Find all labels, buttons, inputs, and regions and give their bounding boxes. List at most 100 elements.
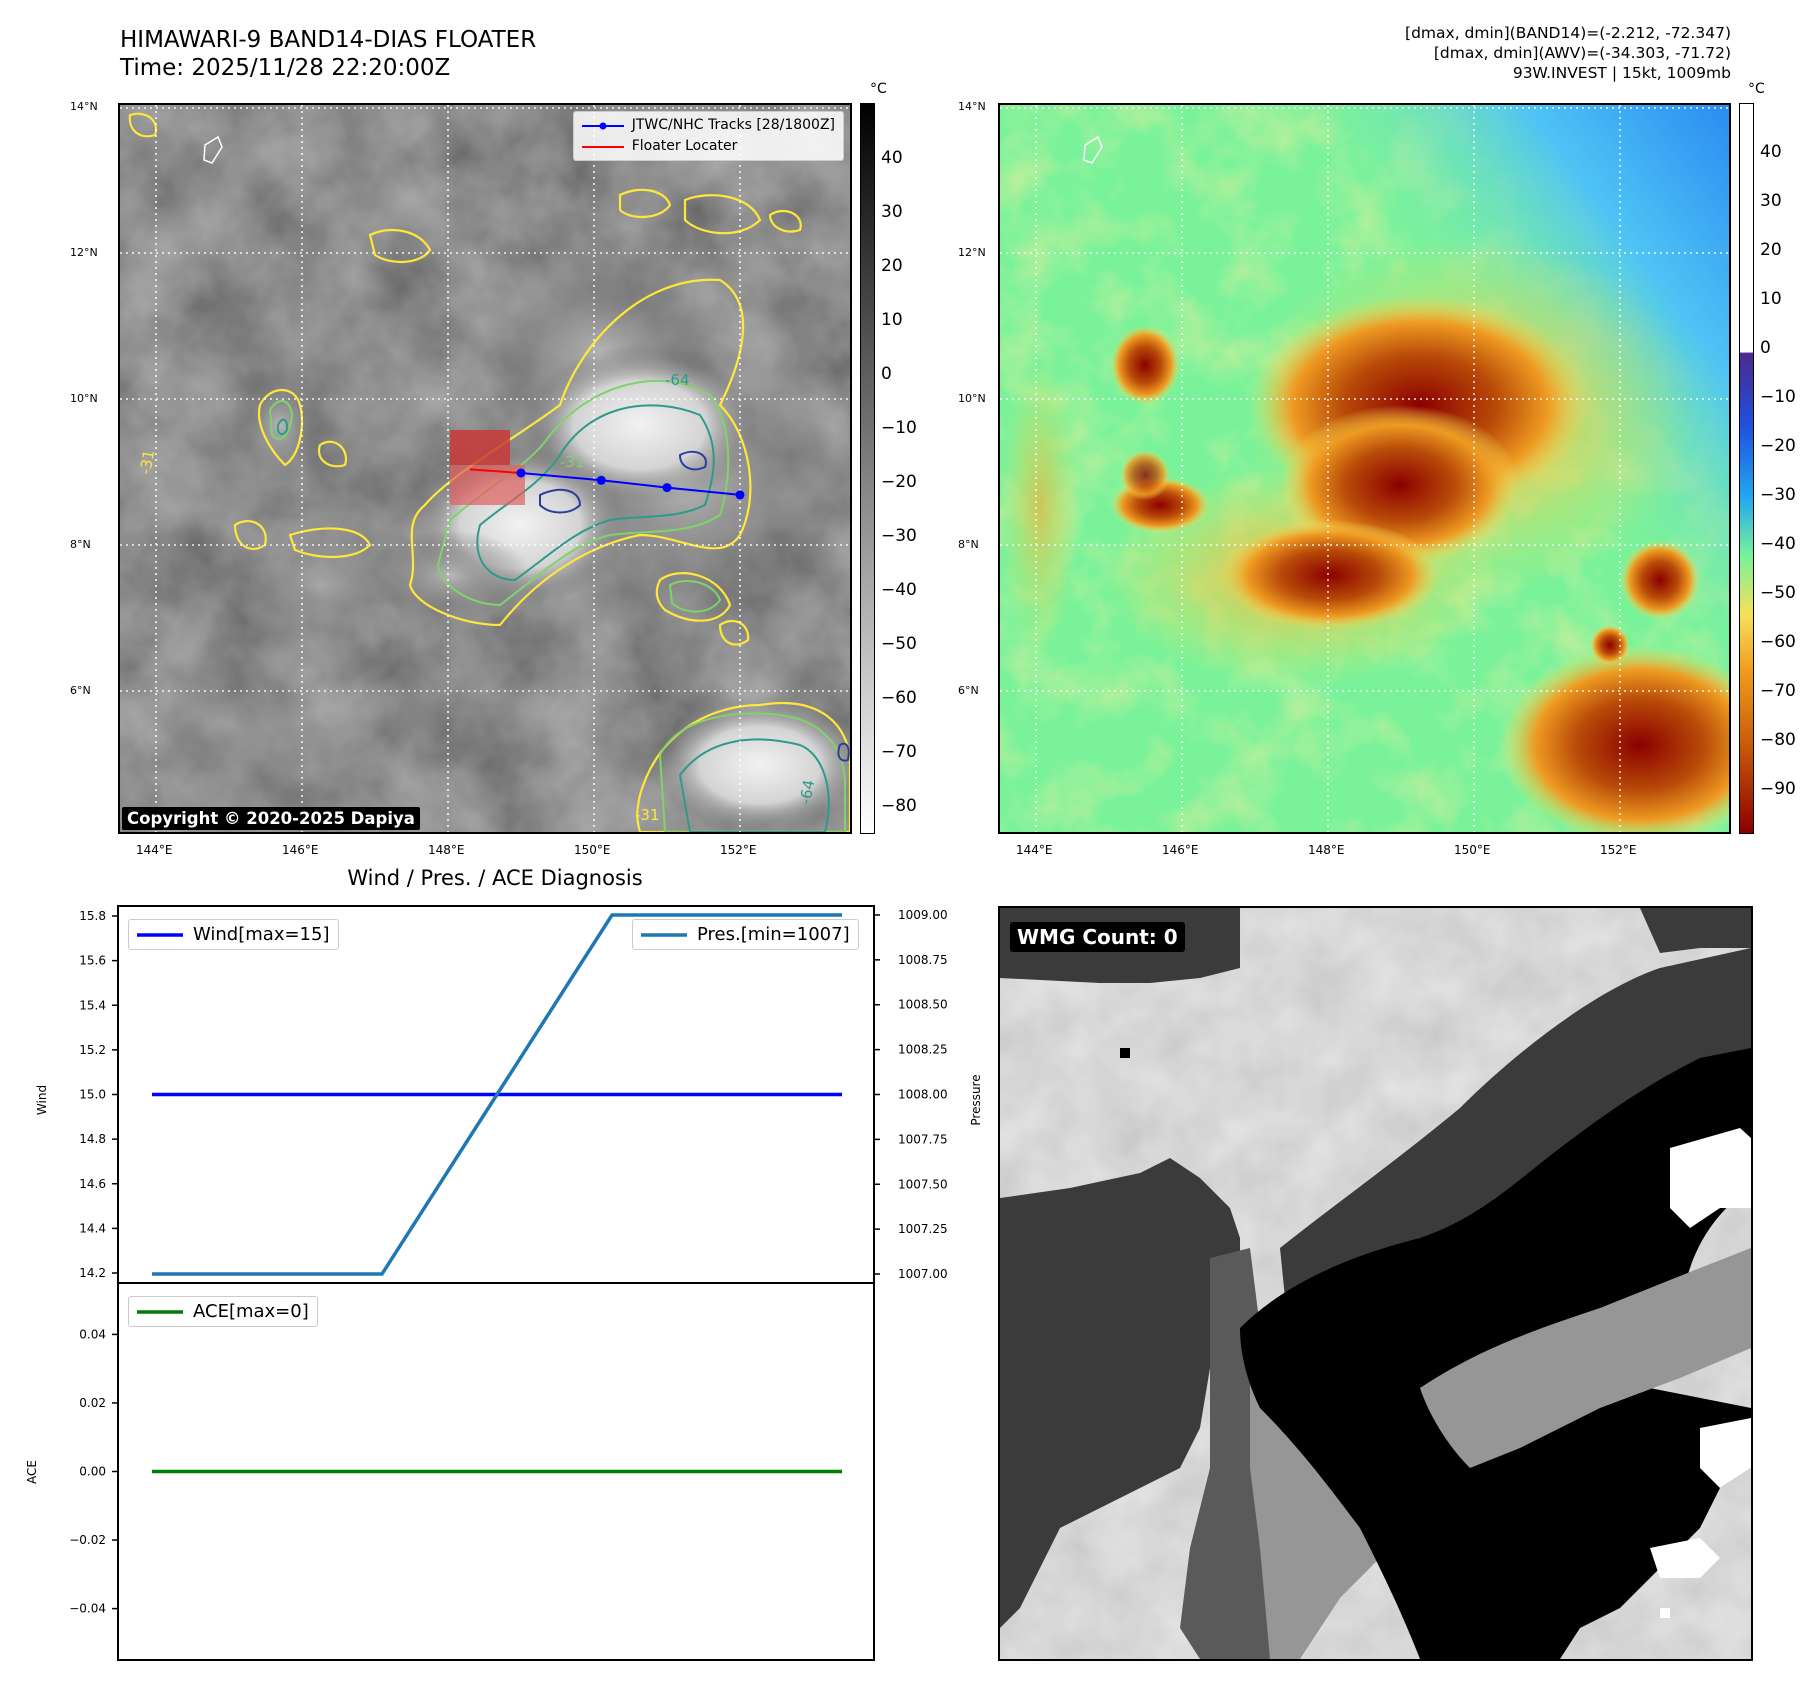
wmg-panel: WMG Count: 0 bbox=[998, 906, 1753, 1661]
colorbar-tick: 10 bbox=[1760, 289, 1782, 309]
enhanced-gridlines bbox=[1000, 105, 1729, 832]
pressure-tick-label: 1007.25 bbox=[898, 1222, 948, 1236]
legend-label-pressure: Pres.[min=1007] bbox=[697, 924, 850, 945]
wmg-image bbox=[1000, 908, 1751, 1659]
ace-tick-label: −0.04 bbox=[69, 1602, 106, 1616]
info-line-2: [dmax, dmin](AWV)=(-34.303, -71.72) bbox=[1433, 44, 1731, 62]
enh-colorbar-unit: °C bbox=[1748, 81, 1765, 97]
colorbar-tick: −60 bbox=[1760, 632, 1796, 652]
pressure-axis-label: Pressure bbox=[969, 1074, 983, 1125]
colorbar-tick: 10 bbox=[881, 310, 903, 330]
enhanced-map-panel bbox=[998, 103, 1731, 834]
colorbar-tick: −50 bbox=[881, 634, 917, 654]
lat-tick: 8°N bbox=[70, 538, 91, 551]
colorbar-tick: 30 bbox=[881, 202, 903, 222]
colorbar-tick: −50 bbox=[1760, 583, 1796, 603]
lon-tick: 146°E bbox=[282, 843, 319, 857]
figure-title: HIMAWARI-9 BAND14-DIAS FLOATER Time: 202… bbox=[120, 26, 536, 82]
colorbar-tick: −10 bbox=[1760, 387, 1796, 407]
contour-label: -64 bbox=[796, 778, 818, 805]
colorbar-tick: −30 bbox=[881, 526, 917, 546]
ir-legend: JTWC/NHC Tracks [28/1800Z] Floater Locat… bbox=[572, 111, 844, 161]
info-block: [dmax, dmin](BAND14)=(-2.212, -72.347) [… bbox=[1031, 23, 1731, 83]
contour-label: -64 bbox=[665, 371, 690, 389]
wind-tick-label: 14.4 bbox=[79, 1221, 106, 1235]
lat-tick: 14°N bbox=[70, 100, 98, 113]
lat-tick: 10°N bbox=[958, 392, 986, 405]
track-point bbox=[662, 483, 672, 493]
colorbar-tick: −70 bbox=[1760, 681, 1796, 701]
wind-tick-label: 15.6 bbox=[79, 954, 106, 968]
wind-tick-label: 15.0 bbox=[79, 1088, 106, 1102]
floater-locater-box bbox=[450, 430, 510, 465]
legend-entry-locater: Floater Locater bbox=[581, 136, 835, 157]
ir-map-panel: -64 -31 -31 -31 -64 JTWC bbox=[118, 103, 852, 834]
floater-locater-line bbox=[469, 468, 522, 474]
colorbar-tick: 20 bbox=[881, 256, 903, 276]
pressure-tick-label: 1008.75 bbox=[898, 953, 948, 967]
colorbar-tick: −80 bbox=[881, 796, 917, 816]
lat-tick: 6°N bbox=[958, 684, 979, 697]
ace-axis-label: ACE bbox=[25, 1460, 39, 1484]
lat-tick: 8°N bbox=[958, 538, 979, 551]
lat-tick: 12°N bbox=[958, 246, 986, 259]
track-line bbox=[520, 472, 741, 496]
legend-label-track: JTWC/NHC Tracks [28/1800Z] bbox=[631, 117, 835, 133]
ir-gridlines bbox=[120, 105, 850, 832]
ace-tick-label: 0.02 bbox=[79, 1396, 106, 1410]
lon-tick: 146°E bbox=[1162, 843, 1199, 857]
contour-label: -31 bbox=[136, 448, 158, 475]
diagnosis-title: Wind / Pres. / ACE Diagnosis bbox=[347, 866, 643, 890]
info-line-1: [dmax, dmin](BAND14)=(-2.212, -72.347) bbox=[1405, 24, 1731, 42]
colorbar-tick: −10 bbox=[881, 418, 917, 438]
colorbar-tick: 30 bbox=[1760, 191, 1782, 211]
colorbar-tick: −90 bbox=[1760, 779, 1796, 799]
colorbar-tick: −80 bbox=[1760, 730, 1796, 750]
copyright-badge: Copyright © 2020-2025 Dapiya bbox=[122, 807, 420, 830]
lon-tick: 148°E bbox=[1308, 843, 1345, 857]
contour-green bbox=[268, 380, 846, 832]
lon-tick: 144°E bbox=[136, 843, 173, 857]
contour-blue bbox=[539, 450, 850, 762]
wind-tick-label: 14.2 bbox=[79, 1266, 106, 1280]
title-line-2: Time: 2025/11/28 22:20:00Z bbox=[120, 55, 451, 81]
legend-label-wind: Wind[max=15] bbox=[193, 924, 330, 945]
diagnosis-chart: Wind Pressure ACE 15.8 15.6 15.4 15.2 15.0 14… bbox=[25, 905, 983, 1661]
pressure-tick-label: 1008.25 bbox=[898, 1043, 948, 1057]
legend-label-locater: Floater Locater bbox=[631, 138, 738, 154]
lon-tick: 148°E bbox=[428, 843, 465, 857]
colorbar-tick: −30 bbox=[1760, 485, 1796, 505]
wind-tick-label: 14.8 bbox=[79, 1132, 106, 1146]
legend-ace: ACE[max=0] bbox=[128, 1296, 318, 1327]
lon-tick: 150°E bbox=[1454, 843, 1491, 857]
ir-colorbar bbox=[860, 103, 875, 834]
colorbar-tick: 0 bbox=[1760, 338, 1771, 358]
colorbar-tick: 20 bbox=[1760, 240, 1782, 260]
track-point bbox=[596, 475, 606, 485]
ace-tick-label: 0.00 bbox=[79, 1465, 106, 1479]
enh-colorbar bbox=[1739, 103, 1754, 834]
island-outline bbox=[203, 135, 223, 164]
pressure-tick-label: 1007.75 bbox=[898, 1132, 948, 1146]
ace-tick-label: 0.04 bbox=[79, 1327, 106, 1341]
wind-ticks: 15.8 15.6 15.4 15.2 15.0 14.8 14.6 14.4 14.2 bbox=[79, 909, 118, 1280]
wind-tick-label: 14.6 bbox=[79, 1177, 106, 1191]
wind-tick-label: 15.4 bbox=[79, 998, 106, 1012]
wmg-count-badge: WMG Count: 0 bbox=[1010, 922, 1185, 952]
contour-label: -31 bbox=[560, 453, 585, 471]
lat-tick: 12°N bbox=[70, 246, 98, 259]
colorbar-tick: −20 bbox=[881, 472, 917, 492]
legend-pressure: Pres.[min=1007] bbox=[632, 919, 859, 950]
colorbar-tick: 0 bbox=[881, 364, 892, 384]
lon-tick: 152°E bbox=[1600, 843, 1637, 857]
colorbar-tick: −70 bbox=[881, 742, 917, 762]
colorbar-tick: 40 bbox=[1760, 142, 1782, 162]
pressure-tick-label: 1008.50 bbox=[898, 998, 948, 1012]
ir-map-image: -64 -31 -31 -31 -64 bbox=[120, 105, 850, 832]
ace-ticks: 0.04 0.02 0.00 −0.02 −0.04 bbox=[69, 1327, 118, 1616]
legend-wind: Wind[max=15] bbox=[128, 919, 339, 950]
contour-teal bbox=[276, 404, 830, 832]
series-layer bbox=[152, 913, 842, 1474]
pressure-series-line bbox=[152, 913, 842, 1276]
pressure-tick-label: 1007.50 bbox=[898, 1177, 948, 1191]
